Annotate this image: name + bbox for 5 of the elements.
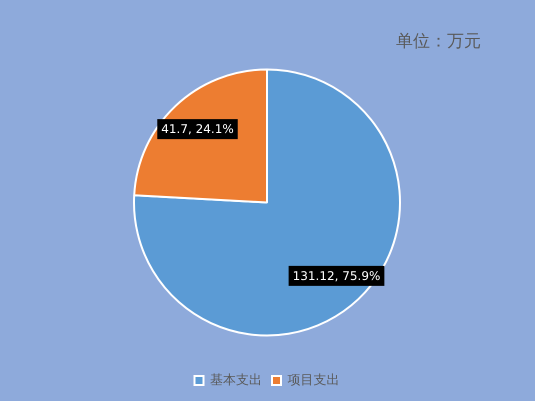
text: 单位：万元 xyxy=(396,31,481,52)
legend-label: 基本支出 xyxy=(210,372,262,388)
data-label: 131.12, 75.9% xyxy=(292,269,380,284)
data-label: 41.7, 24.1% xyxy=(161,122,234,136)
legend-label: 项目支出 xyxy=(288,372,340,388)
